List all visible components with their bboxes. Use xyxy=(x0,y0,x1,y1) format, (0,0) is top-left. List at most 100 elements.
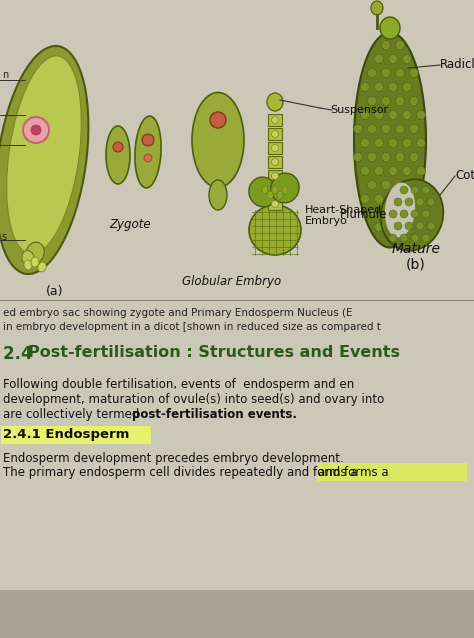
Text: Following double fertilisation, events of  endosperm and en: Following double fertilisation, events o… xyxy=(3,378,354,391)
Text: The primary endosperm cell divides repeatedly and forms a: The primary endosperm cell divides repea… xyxy=(3,466,357,479)
Ellipse shape xyxy=(192,93,244,188)
Circle shape xyxy=(144,154,152,162)
Circle shape xyxy=(23,117,49,143)
Ellipse shape xyxy=(24,260,32,270)
Bar xyxy=(268,128,282,140)
Ellipse shape xyxy=(405,198,413,206)
Circle shape xyxy=(142,134,154,146)
Text: post-fertilisation events.: post-fertilisation events. xyxy=(132,408,297,421)
Ellipse shape xyxy=(361,82,370,91)
Text: development, maturation of ovule(s) into seed(s) and ovary into: development, maturation of ovule(s) into… xyxy=(3,393,384,406)
Text: ed embryo sac showing zygote and Primary Endosperm Nucleus (E: ed embryo sac showing zygote and Primary… xyxy=(3,308,353,318)
Circle shape xyxy=(272,172,279,179)
Ellipse shape xyxy=(427,198,435,206)
FancyBboxPatch shape xyxy=(317,463,467,481)
Ellipse shape xyxy=(277,191,283,199)
Circle shape xyxy=(272,117,279,124)
Ellipse shape xyxy=(367,181,376,189)
Text: Post-fertilisation : Structures and Events: Post-fertilisation : Structures and Even… xyxy=(28,345,400,360)
Ellipse shape xyxy=(410,68,419,77)
Ellipse shape xyxy=(22,251,34,265)
Ellipse shape xyxy=(106,126,130,184)
Ellipse shape xyxy=(361,138,370,147)
Ellipse shape xyxy=(374,82,383,91)
Ellipse shape xyxy=(411,186,419,194)
Ellipse shape xyxy=(367,152,376,161)
Ellipse shape xyxy=(417,138,426,147)
Ellipse shape xyxy=(385,182,415,237)
Text: s: s xyxy=(1,232,6,242)
Ellipse shape xyxy=(402,110,411,119)
Text: n: n xyxy=(2,70,8,80)
Ellipse shape xyxy=(374,54,383,64)
Text: and forms a: and forms a xyxy=(318,466,389,479)
Ellipse shape xyxy=(382,124,391,133)
Text: Globular Embryo: Globular Embryo xyxy=(182,275,282,288)
Ellipse shape xyxy=(395,40,404,50)
Circle shape xyxy=(272,200,279,207)
Text: Suspensor: Suspensor xyxy=(330,105,388,115)
Ellipse shape xyxy=(422,234,430,242)
Text: Zygote: Zygote xyxy=(109,218,151,231)
Ellipse shape xyxy=(402,82,411,91)
Ellipse shape xyxy=(417,110,426,119)
Ellipse shape xyxy=(381,179,443,251)
Ellipse shape xyxy=(249,205,301,255)
Circle shape xyxy=(272,144,279,151)
Bar xyxy=(268,114,282,126)
Ellipse shape xyxy=(361,110,370,119)
Text: Cotyl: Cotyl xyxy=(455,168,474,181)
Ellipse shape xyxy=(354,124,363,133)
Ellipse shape xyxy=(282,186,288,194)
Ellipse shape xyxy=(354,152,363,161)
Ellipse shape xyxy=(267,191,273,199)
Ellipse shape xyxy=(389,210,397,218)
Ellipse shape xyxy=(382,96,391,105)
Circle shape xyxy=(272,158,279,165)
Ellipse shape xyxy=(262,186,268,194)
Ellipse shape xyxy=(389,223,398,232)
Ellipse shape xyxy=(389,167,398,175)
Ellipse shape xyxy=(354,33,426,248)
Ellipse shape xyxy=(7,56,82,254)
Ellipse shape xyxy=(402,54,411,64)
Ellipse shape xyxy=(271,173,299,203)
Ellipse shape xyxy=(367,96,376,105)
Ellipse shape xyxy=(410,152,419,161)
Ellipse shape xyxy=(411,234,419,242)
Text: Mature: Mature xyxy=(392,242,440,256)
Ellipse shape xyxy=(402,195,411,204)
Ellipse shape xyxy=(374,195,383,204)
Ellipse shape xyxy=(382,181,391,189)
Ellipse shape xyxy=(400,210,408,218)
Ellipse shape xyxy=(389,138,398,147)
Ellipse shape xyxy=(394,222,402,230)
Text: are collectively termed: are collectively termed xyxy=(3,408,143,421)
Ellipse shape xyxy=(209,180,227,210)
Circle shape xyxy=(272,186,279,193)
Ellipse shape xyxy=(26,242,44,263)
Ellipse shape xyxy=(135,116,161,188)
Ellipse shape xyxy=(31,257,39,267)
FancyBboxPatch shape xyxy=(0,0,474,315)
Ellipse shape xyxy=(416,222,424,230)
Bar xyxy=(268,142,282,154)
Ellipse shape xyxy=(394,198,402,206)
Ellipse shape xyxy=(395,96,404,105)
Ellipse shape xyxy=(267,93,283,111)
Ellipse shape xyxy=(400,186,408,194)
Ellipse shape xyxy=(395,181,404,189)
Ellipse shape xyxy=(402,167,411,175)
Ellipse shape xyxy=(395,152,404,161)
Ellipse shape xyxy=(367,124,376,133)
Ellipse shape xyxy=(416,198,424,206)
Ellipse shape xyxy=(38,262,46,272)
Bar xyxy=(268,198,282,210)
Bar xyxy=(268,170,282,182)
Ellipse shape xyxy=(382,40,391,50)
Ellipse shape xyxy=(249,177,277,207)
Text: Embryo: Embryo xyxy=(305,216,348,226)
FancyBboxPatch shape xyxy=(0,590,474,638)
Circle shape xyxy=(210,112,226,128)
Ellipse shape xyxy=(389,82,398,91)
